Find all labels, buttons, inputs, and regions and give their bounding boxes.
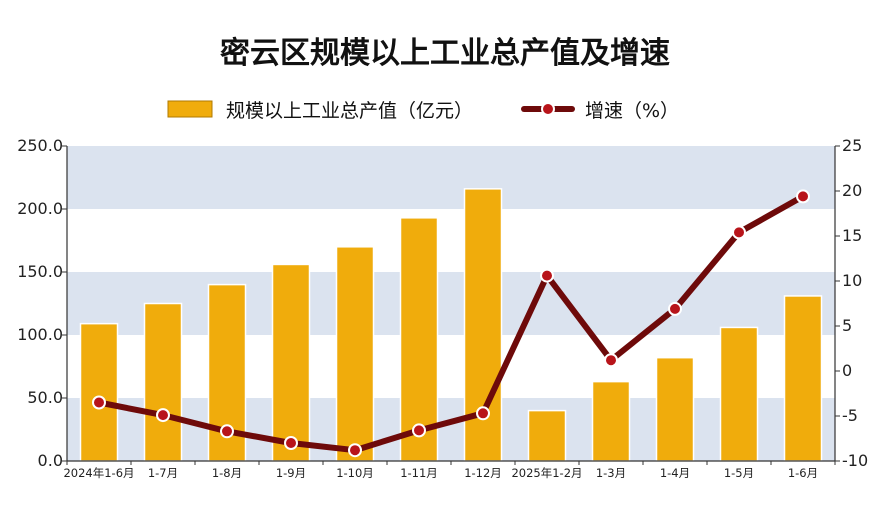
background-bands — [67, 146, 835, 461]
tick-label-left: 100.0 — [17, 325, 63, 344]
band — [67, 335, 835, 398]
line-point — [412, 423, 426, 438]
tick-label-x: 1-8月 — [212, 466, 242, 480]
tick-label-x: 2025年1-2月 — [511, 466, 582, 480]
tick-label-left: 250.0 — [17, 136, 63, 155]
tick-label-right: 0 — [842, 361, 852, 380]
line-point — [92, 395, 106, 410]
x-axis-ticks: 2024年1-6月 1-7月 1-8月 1-9月 1-10月 1-11月 1-12月 2025… — [63, 461, 836, 480]
band — [67, 146, 835, 209]
tick-label-x: 1-10月 — [336, 466, 374, 480]
legend-item-bar: 规模以上工业总产值（亿元） — [167, 100, 473, 122]
line-point — [604, 353, 618, 368]
tick-label-right: -5 — [842, 406, 858, 425]
tick-label-right: 25 — [842, 136, 862, 155]
line-point — [668, 301, 682, 316]
bar — [719, 326, 759, 462]
tick-label-left: 50.0 — [27, 388, 63, 407]
line-point — [732, 225, 746, 240]
tick-label-right: 15 — [842, 226, 862, 245]
tick-label-x: 1-12月 — [464, 466, 502, 480]
legend-item-line: 增速（%） — [521, 100, 679, 122]
line-point — [540, 268, 554, 283]
legend: 规模以上工业总产值（亿元） 增速（%） — [167, 100, 679, 122]
line-point — [796, 189, 810, 204]
y-axis-right-ticks: -10 -5 0 5 10 15 20 25 — [835, 136, 868, 470]
tick-label-right: -10 — [842, 451, 868, 470]
tick-label-left: 200.0 — [17, 199, 63, 218]
tick-label-right: 5 — [842, 316, 852, 335]
line-point — [348, 443, 362, 458]
bar-series — [79, 188, 823, 462]
bar — [783, 295, 823, 462]
legend-label-line: 增速（%） — [585, 100, 679, 122]
tick-label-x: 1-5月 — [724, 466, 754, 480]
band — [67, 272, 835, 335]
tick-label-x: 1-4月 — [660, 466, 690, 480]
tick-label-x: 1-3月 — [596, 466, 626, 480]
bar — [79, 322, 119, 462]
bar — [399, 217, 439, 462]
bar — [271, 263, 311, 462]
bar — [335, 246, 375, 462]
legend-label-bar: 规模以上工业总产值（亿元） — [226, 100, 473, 122]
tick-label-x: 2024年1-6月 — [63, 466, 134, 480]
tick-label-x: 1-9月 — [276, 466, 306, 480]
bar — [527, 409, 567, 462]
line-point — [156, 408, 170, 423]
bar — [591, 380, 631, 462]
bar — [143, 302, 183, 462]
tick-label-x: 1-6月 — [788, 466, 818, 480]
tick-label-x: 1-7月 — [148, 466, 178, 480]
chart-title: 密云区规模以上工业总产值及增速 — [220, 36, 670, 71]
line-point — [220, 424, 234, 439]
line-point — [476, 406, 490, 421]
y-axis-left-ticks: 0.0 50.0 100.0 150.0 200.0 250.0 — [17, 136, 67, 470]
tick-label-left: 0.0 — [38, 451, 63, 470]
legend-marker — [541, 102, 555, 116]
line-series — [92, 189, 810, 458]
legend-swatch-bar — [167, 100, 213, 118]
tick-label-x: 1-11月 — [400, 466, 438, 480]
tick-label-right: 10 — [842, 271, 862, 290]
tick-label-right: 20 — [842, 181, 862, 200]
tick-label-left: 150.0 — [17, 262, 63, 281]
band — [67, 209, 835, 272]
band — [67, 398, 835, 461]
growth-line — [96, 193, 806, 454]
line-point — [284, 436, 298, 450]
bar — [655, 356, 695, 462]
